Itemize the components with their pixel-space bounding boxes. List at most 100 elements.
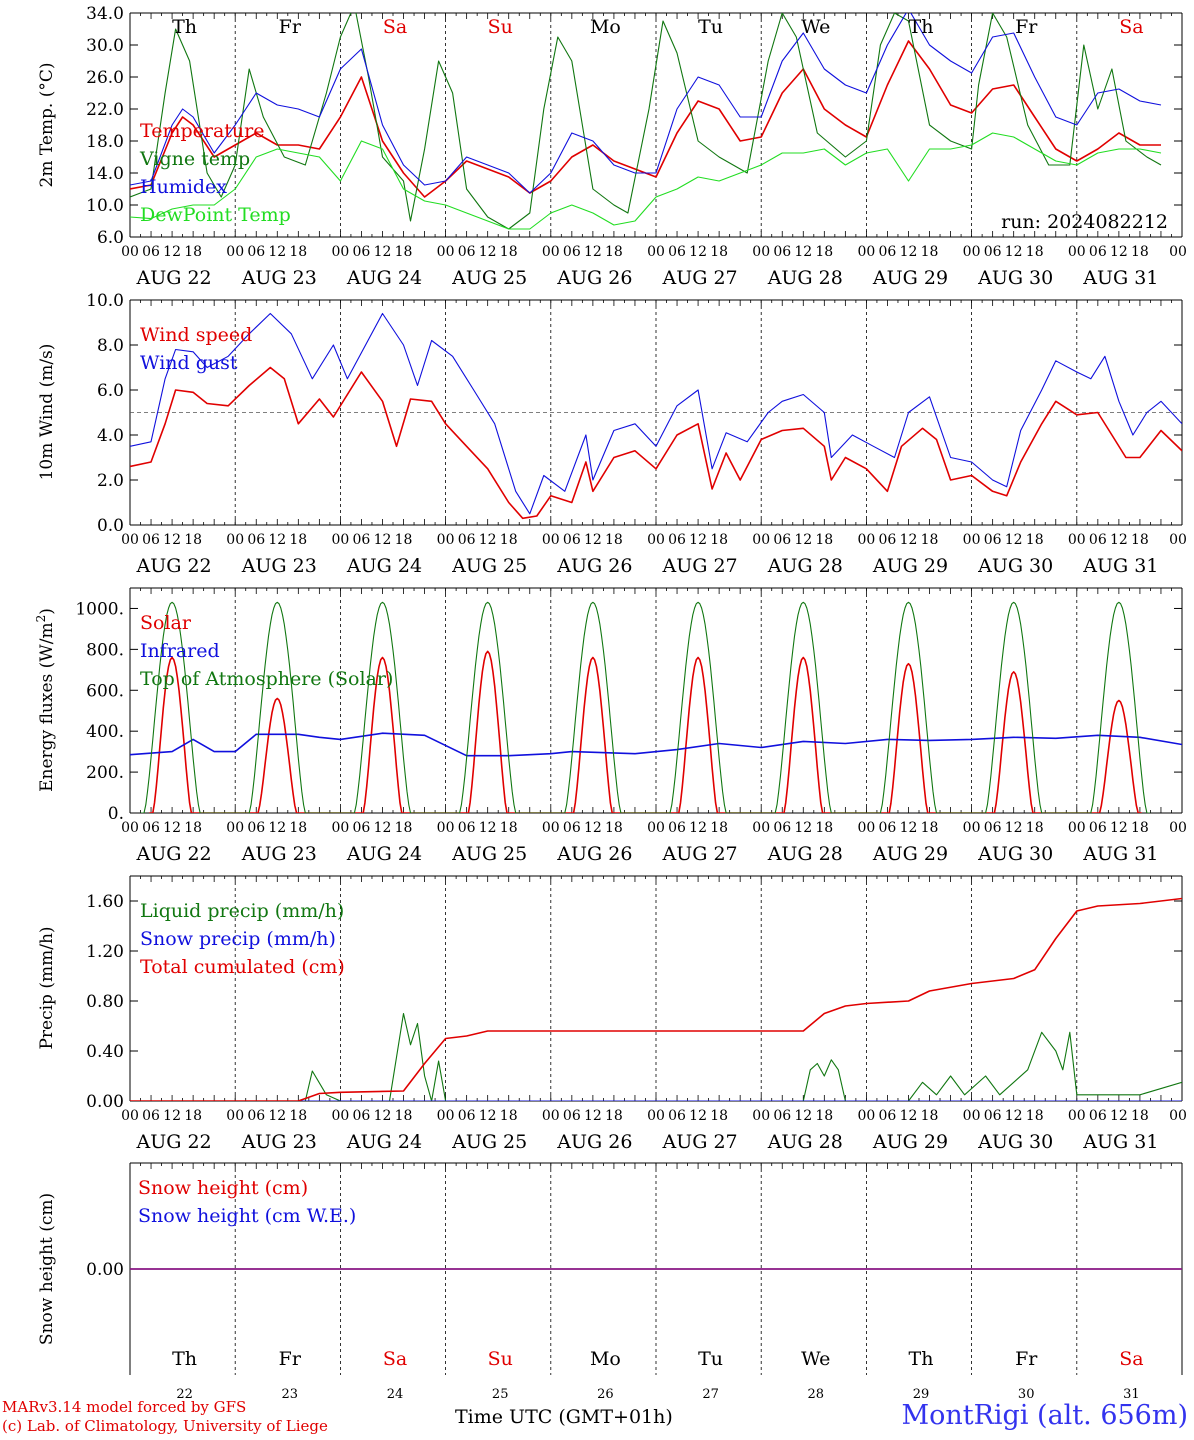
hour-tick-label: 18 [1131, 244, 1149, 260]
hour-tick-label: 18 [500, 532, 518, 548]
y-tick-label: 30.0 [86, 36, 124, 56]
hour-tick-label: 06 [879, 1108, 897, 1124]
date-label: AUG 30 [977, 267, 1053, 289]
date-label: AUG 31 [1082, 267, 1158, 289]
hour-tick-label: 12 [900, 244, 918, 260]
hour-tick-label: 06 [773, 532, 791, 548]
hour-tick-label: 12 [479, 1108, 497, 1124]
legend-entry: Total cumulated (cm) [140, 956, 345, 978]
hour-tick-label: 12 [900, 820, 918, 836]
hour-tick-label: 18 [184, 244, 202, 260]
series-line-vigne-temp [130, 13, 1162, 230]
hour-tick-label: 12 [163, 820, 181, 836]
hour-tick-label: 18 [395, 532, 413, 548]
hour-tick-label: 00 [331, 532, 349, 548]
weekday-label-bottom: Su [488, 1348, 513, 1370]
weekday-label-top: We [801, 16, 830, 38]
series-line-total-cumulated-cm- [130, 897, 1182, 1101]
hour-tick-label: 06 [563, 532, 581, 548]
hour-tick-label: 12 [1110, 1108, 1128, 1124]
hour-tick-label: 00 [121, 244, 139, 260]
date-label: AUG 26 [556, 843, 632, 865]
hour-tick-label: 00 [963, 532, 981, 548]
y-tick-label: 0.00 [86, 1260, 124, 1280]
credit-line: (c) Lab. of Climatology, University of L… [2, 1417, 328, 1435]
hour-tick-label: 06 [773, 1108, 791, 1124]
date-label: AUG 30 [977, 1131, 1053, 1153]
hour-tick-label: 00 [857, 532, 875, 548]
day-number-label: 25 [492, 1387, 509, 1402]
series-line-dewpoint-temp [130, 132, 1162, 230]
hour-tick-label: 12 [163, 244, 181, 260]
series-line-wind-gust [130, 312, 1182, 515]
date-label: AUG 24 [346, 843, 422, 865]
hour-tick-label: 18 [395, 820, 413, 836]
date-label: AUG 29 [872, 1131, 948, 1153]
hour-tick-label: 00 [226, 244, 244, 260]
day-number-label: 26 [597, 1387, 614, 1402]
hour-tick-label: 00 [1068, 820, 1086, 836]
hour-tick-label: 12 [794, 244, 812, 260]
hour-tick-label: 12 [689, 532, 707, 548]
hour-tick-label: 18 [710, 532, 728, 548]
hour-tick-label: 18 [395, 244, 413, 260]
y-tick-label: 14.0 [86, 164, 124, 184]
hour-tick-label: 00 [752, 820, 770, 836]
date-label: AUG 31 [1082, 1131, 1158, 1153]
date-label: AUG 25 [451, 843, 527, 865]
date-label: AUG 29 [872, 843, 948, 865]
series-line-solar [149, 650, 1142, 813]
legend-entry: Vigne temp [139, 148, 250, 170]
hour-tick-label: 12 [268, 532, 286, 548]
hour-tick-label: 06 [984, 244, 1002, 260]
hour-tick-label: 06 [668, 244, 686, 260]
hour-tick-label: 06 [984, 1108, 1002, 1124]
y-tick-label: 400. [86, 722, 124, 742]
run-label: run: 2024082212 [1001, 211, 1168, 233]
hour-tick-label: 12 [1110, 532, 1128, 548]
hour-tick-label: 00 [542, 244, 560, 260]
hour-tick-label: 06 [353, 244, 371, 260]
date-label: AUG 31 [1082, 555, 1158, 577]
hour-tick-label: 06 [984, 820, 1002, 836]
hour-tick-label: 00 [963, 820, 981, 836]
hour-tick-label: 00 [1068, 1108, 1086, 1124]
y-tick-label: 2.0 [97, 471, 124, 491]
hour-tick-label: 00 [1169, 532, 1187, 548]
hour-tick-label: 18 [815, 244, 833, 260]
legend-entry: Liquid precip (mm/h) [140, 900, 344, 922]
date-label: AUG 28 [767, 1131, 843, 1153]
date-label: AUG 30 [977, 843, 1053, 865]
date-label: AUG 22 [136, 555, 212, 577]
date-label: AUG 28 [767, 555, 843, 577]
hour-tick-label: 00 [647, 820, 665, 836]
hour-tick-label: 18 [710, 820, 728, 836]
y-tick-label: 26.0 [86, 68, 124, 88]
series-line-top-of-atmosphere-solar- [140, 601, 1151, 813]
hour-tick-label: 12 [900, 532, 918, 548]
hour-tick-label: 18 [1131, 820, 1149, 836]
hour-tick-label: 18 [921, 244, 939, 260]
hour-tick-label: 06 [563, 820, 581, 836]
date-label: AUG 29 [872, 555, 948, 577]
superscript: 2 [34, 615, 48, 623]
hour-tick-label: 00 [752, 532, 770, 548]
hour-tick-label: 12 [374, 244, 392, 260]
hour-tick-label: 12 [1005, 1108, 1023, 1124]
model-line: MARv3.14 model forced by GFS [2, 1398, 247, 1416]
legend-entry: Snow height (cm) [138, 1177, 308, 1199]
hour-tick-label: 00 [121, 1108, 139, 1124]
hour-tick-label: 00 [1169, 244, 1187, 260]
hour-tick-label: 00 [226, 532, 244, 548]
hour-tick-label: 18 [289, 820, 307, 836]
weekday-label-top: Sa [1119, 16, 1143, 38]
legend-entry: Infrared [140, 640, 220, 662]
hour-tick-label: 00 [542, 1108, 560, 1124]
hour-tick-label: 06 [142, 1108, 160, 1124]
hour-tick-label: 18 [921, 820, 939, 836]
date-label: AUG 22 [136, 267, 212, 289]
hour-tick-label: 00 [963, 244, 981, 260]
hour-tick-label: 00 [963, 1108, 981, 1124]
hour-tick-label: 12 [268, 820, 286, 836]
legend-entry: Wind gust [140, 352, 238, 374]
